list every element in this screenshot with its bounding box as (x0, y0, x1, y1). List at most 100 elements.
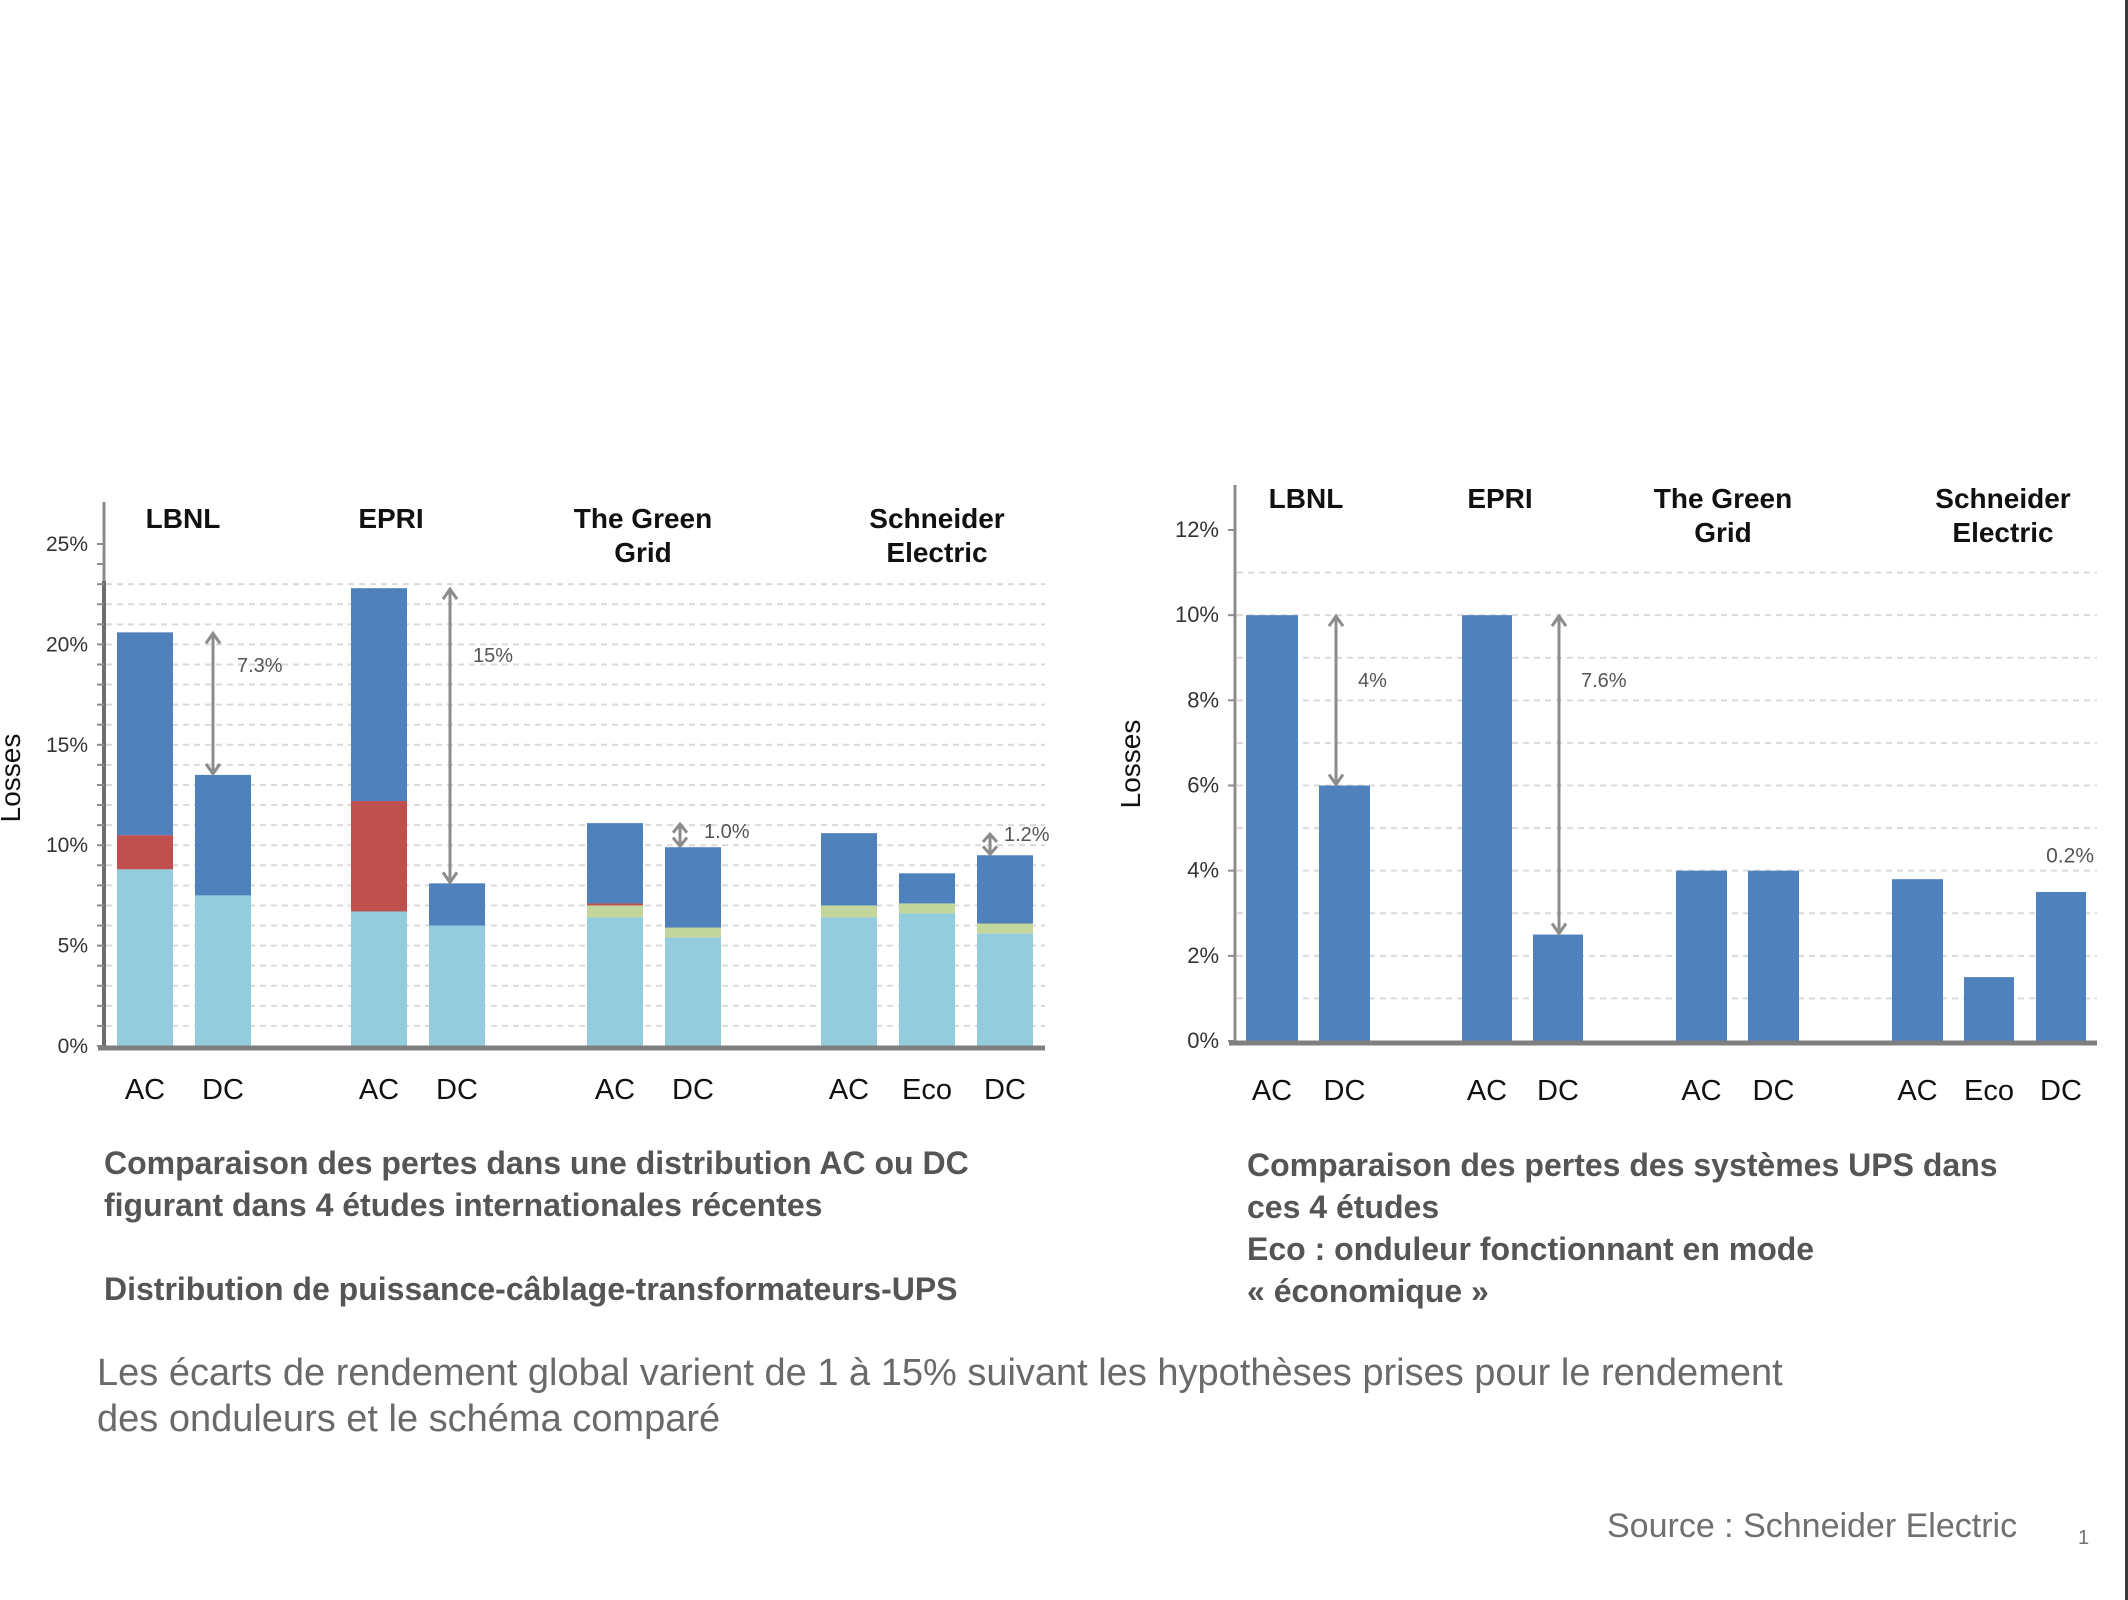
y-tick-label: 10% (1175, 602, 1219, 627)
bar-segment-base (351, 911, 407, 1046)
bar-segment-blue (351, 588, 407, 802)
left-chart-caption: Comparaison des pertes dans une distribu… (104, 1142, 969, 1310)
annotation-label: 0.2% (2046, 845, 2094, 868)
x-category-label: DC (1537, 1075, 1579, 1107)
bar (1892, 879, 1943, 1041)
arrow-head-down (1327, 773, 1345, 788)
bar (1533, 934, 1583, 1041)
bar-segment-green (587, 905, 643, 918)
x-category-label: DC (984, 1074, 1026, 1106)
y-tick-label: 25% (46, 533, 88, 556)
annotation-label: 1.0% (704, 821, 750, 843)
arrow-head-down (981, 845, 999, 857)
bar-segment-base (977, 933, 1033, 1046)
bar-segment-green (977, 923, 1033, 934)
summary-line-1: Les écarts de rendement global varient d… (97, 1352, 1783, 1394)
y-tick-label: 0% (1187, 1028, 1219, 1053)
bar-segment-red (587, 903, 643, 906)
arrow-head-up (981, 831, 999, 843)
bar-segment-base (195, 895, 251, 1046)
arrow-head-up (441, 586, 459, 601)
bar-segment-green (821, 905, 877, 918)
bar-segment-red (117, 835, 173, 870)
bar-segment-green (899, 903, 955, 914)
x-category-label: AC (595, 1074, 635, 1106)
y-tick-label: 8% (1187, 687, 1219, 712)
y-tick-label: 5% (58, 935, 88, 958)
right-chart-ups-losses: 0% 2% 4% 6% 8% 10% 12% Losses AC DC AC DC AC DC AC Eco D… (1115, 483, 2097, 1107)
arrow-head-down (441, 871, 459, 885)
left-caption-line-2: figurant dans 4 études internationales r… (104, 1187, 823, 1223)
y-tick-label: 0% (58, 1035, 88, 1058)
y-tick-label: 6% (1187, 773, 1219, 798)
y-axis-label: Losses (1115, 720, 1146, 809)
bar-segment-blue (665, 847, 721, 928)
bar (1964, 977, 2014, 1041)
group-header: Electric (886, 537, 987, 568)
right-caption-line-4: « économique » (1247, 1273, 1489, 1309)
right-caption-line-1: Comparaison des pertes des systèmes UPS … (1247, 1147, 1998, 1183)
arrow-head-down (671, 836, 689, 849)
group-header: LBNL (146, 503, 221, 534)
bar-segment-base (587, 917, 643, 1046)
annotation-label: 7.3% (237, 655, 283, 677)
page-number: 1 (2078, 1527, 2090, 1549)
bar-segment-blue (587, 823, 643, 904)
y-tick-label: 10% (46, 834, 88, 857)
arrow-head-up (1550, 613, 1568, 628)
y-tick-label: 12% (1175, 517, 1219, 542)
group-header: EPRI (358, 503, 423, 534)
bar-segment-base (665, 937, 721, 1046)
annotation-label: 7.6% (1581, 670, 1627, 692)
x-category-label: AC (125, 1074, 165, 1106)
x-category-label: DC (202, 1074, 244, 1106)
x-category-label: AC (359, 1074, 399, 1106)
y-tick-label: 2% (1187, 943, 1219, 968)
group-header: Electric (1952, 517, 2053, 548)
left-caption-line-1: Comparaison des pertes dans une distribu… (104, 1145, 969, 1181)
x-category-label: AC (829, 1074, 869, 1106)
bar-segment-blue (195, 774, 251, 896)
y-axis-label: Losses (0, 734, 26, 823)
bar-segment-base (429, 925, 485, 1046)
bar (1246, 615, 1298, 1041)
group-header: Grid (614, 537, 672, 568)
left-chart-stacked-losses: 0% 5% 10% 15% 20% 25% Losses AC DC AC DC AC DC AC Eco D… (0, 502, 1050, 1106)
x-category-label: DC (2040, 1075, 2082, 1107)
summary-text: Les écarts de rendement global varient d… (97, 1350, 1783, 1442)
bar (2036, 891, 2086, 1041)
right-caption-line-3: Eco : onduleur fonctionnant en mode (1247, 1231, 1815, 1267)
bar-segment-base (821, 917, 877, 1046)
left-caption-line-3: Distribution de puissance-câblage-transf… (104, 1271, 958, 1307)
bar (1462, 615, 1512, 1041)
x-category-label: AC (1467, 1075, 1507, 1107)
annotation-label: 1.2% (1004, 824, 1050, 846)
arrow-head-down (1550, 922, 1568, 937)
bar-segment-blue (117, 632, 173, 836)
bar-segment-blue (429, 883, 485, 926)
group-header: The Green (1654, 483, 1792, 514)
annotation-label: 15% (473, 645, 513, 667)
x-category-label: AC (1252, 1075, 1292, 1107)
annotation-label: 4% (1358, 670, 1387, 692)
x-category-label: DC (672, 1074, 714, 1106)
right-caption-line-2: ces 4 études (1247, 1189, 1440, 1225)
bar-segment-blue (977, 855, 1033, 924)
arrow-head-up (204, 630, 222, 645)
bar (1319, 785, 1370, 1041)
x-category-label: AC (1897, 1075, 1937, 1107)
x-category-label: AC (1681, 1075, 1721, 1107)
arrow-head-down (204, 763, 222, 777)
source-note: Source : Schneider Electric (1607, 1507, 2018, 1545)
right-chart-caption: Comparaison des pertes des systèmes UPS … (1247, 1144, 1998, 1312)
y-tick-label: 15% (46, 734, 88, 757)
x-category-label: DC (436, 1074, 478, 1106)
bar (1748, 870, 1799, 1041)
y-tick-label: 4% (1187, 858, 1219, 883)
group-header: The Green (574, 503, 712, 534)
group-header: LBNL (1269, 483, 1344, 514)
arrow-head-up (1327, 613, 1345, 628)
x-category-label: Eco (902, 1074, 952, 1106)
x-category-label: DC (1753, 1075, 1795, 1107)
